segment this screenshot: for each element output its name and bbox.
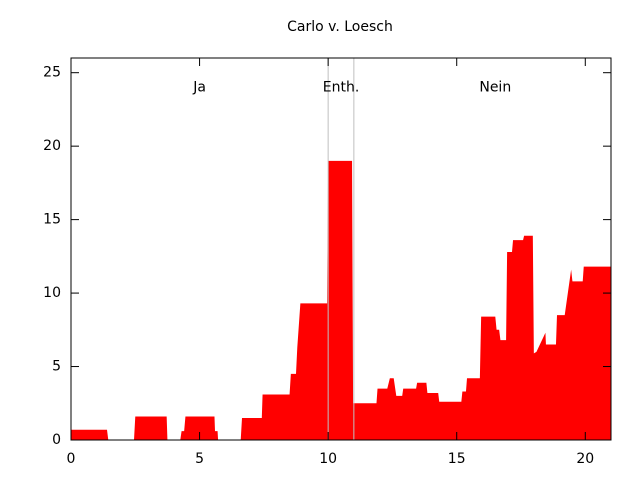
y-tick-label: 25 [43,65,61,81]
x-tick-label: 5 [195,451,204,467]
x-tick-label: 10 [319,451,337,467]
plot-frame [70,57,612,441]
chart-title: Carlo v. Loesch [287,19,393,35]
y-tick-label: 15 [43,212,61,228]
annotation: Ja [192,79,206,95]
area [71,160,611,440]
x-tick-label: 0 [67,451,76,467]
y-tick-label: 0 [52,432,61,448]
y-tick-label: 20 [43,138,61,154]
x-tick-label: 20 [576,451,594,467]
x-tick-label: 15 [448,451,466,467]
annotation: Nein [479,79,511,95]
annotation: Enth. [323,79,360,95]
y-tick-label: 10 [43,285,61,301]
y-tick-label: 5 [52,359,61,375]
